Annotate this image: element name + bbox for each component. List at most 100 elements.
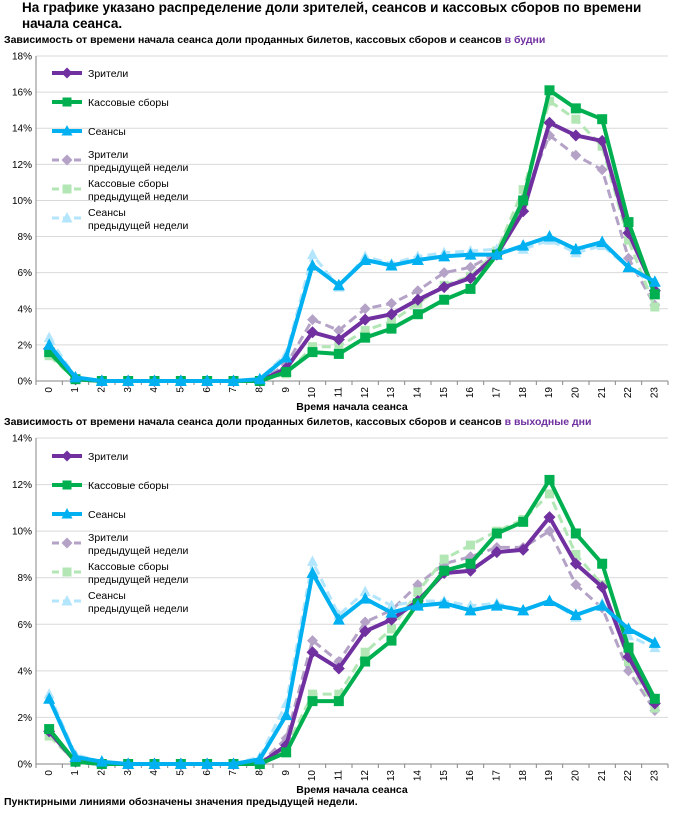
c2-point-box_prev — [466, 540, 475, 550]
c1-point-box — [649, 289, 660, 300]
c1-point-box — [44, 347, 55, 358]
c1-point-viewers — [306, 326, 319, 339]
c2-point-viewers — [359, 625, 372, 638]
c2-point-box — [307, 696, 318, 707]
c2-point-sessions — [332, 613, 345, 625]
c1-xtick-label: 7 — [228, 387, 239, 393]
c1-xtick-label: 18 — [518, 387, 529, 399]
c2-series-sessions — [43, 566, 661, 769]
c1-point-viewers — [332, 333, 345, 346]
c1-point-sessions — [385, 258, 398, 271]
c2-xtick-label: 9 — [281, 770, 292, 776]
c2-point-sessions — [596, 599, 609, 611]
c2-point-box — [439, 565, 450, 576]
c2-xtick-label: 22 — [623, 770, 634, 782]
c2-point-box — [623, 642, 634, 653]
c2-ytick-label: 2% — [18, 713, 33, 724]
c2-point-sessions — [490, 599, 503, 611]
c1-legend-marker — [61, 154, 73, 166]
c2-xtick-label: 13 — [386, 770, 397, 782]
c2-point-viewers — [332, 662, 345, 675]
c1-point-box — [360, 332, 371, 343]
c2-point-box — [544, 474, 555, 485]
c1-xtick-label: 1 — [70, 387, 81, 393]
c1-line-sessions_prev — [47, 238, 656, 383]
c2-point-sessions_prev — [386, 599, 397, 611]
c1-xtick-label: 10 — [307, 387, 318, 399]
c1-point-viewers_prev — [465, 261, 476, 273]
c2-xtick-label: 21 — [597, 770, 608, 782]
c1-point-box — [333, 348, 344, 359]
c1-ytick-label: 14% — [12, 124, 32, 135]
c2-xlabel: Время начала сеанса — [296, 784, 408, 796]
c1-point-box — [597, 114, 608, 125]
c2-point-sessions — [438, 596, 451, 609]
c1-xtick-label: 13 — [386, 387, 397, 399]
c1-point-viewers_prev — [359, 303, 371, 315]
c1-point-viewers_prev — [412, 285, 424, 297]
c2-point-viewers_prev — [544, 525, 555, 537]
c1-ytick-label: 18% — [12, 52, 32, 63]
c1-ytick-label: 10% — [12, 196, 32, 207]
c1-legend-marker — [62, 97, 72, 107]
c1-xtick-label: 2 — [96, 387, 107, 393]
c2-xtick-label: 23 — [649, 770, 660, 782]
c2-point-viewers — [569, 557, 582, 570]
c1-point-viewers_prev — [307, 314, 318, 326]
c2-ytick-label: 10% — [12, 527, 32, 538]
c2-point-box_prev — [308, 689, 317, 699]
c1-point-box_prev — [650, 302, 660, 312]
c1-point-sessions — [517, 239, 530, 251]
c2-legend-marker — [61, 595, 73, 606]
chart2-title: Зависимость от времени начала сеанса дол… — [4, 416, 591, 428]
c1-xtick-label: 22 — [623, 387, 634, 399]
c1-series-box_prev — [44, 96, 660, 386]
c2-point-sessions — [174, 757, 187, 769]
c2-xtick-label: 10 — [307, 770, 318, 782]
c1-point-box — [544, 85, 555, 96]
c1-point-box — [386, 323, 397, 334]
c2-point-viewers — [490, 546, 503, 559]
c1-point-viewers_prev — [333, 324, 345, 336]
c2-legend-label: Кассовые сборы предыдущей недели — [88, 561, 188, 586]
c1-xtick-label: 6 — [202, 387, 213, 393]
c1-ytick-label: 16% — [12, 88, 32, 99]
c1-point-box — [518, 195, 529, 206]
c2-xtick-label: 17 — [491, 770, 502, 782]
c2-point-box_prev — [571, 549, 581, 559]
c2-xtick-label: 5 — [175, 770, 186, 776]
c1-point-sessions — [227, 374, 240, 386]
c1-point-sessions — [438, 249, 451, 262]
c1-xtick-label: 9 — [281, 387, 292, 393]
c2-xtick-label: 12 — [360, 770, 371, 782]
c1-point-box — [623, 217, 634, 228]
c2-xtick-label: 8 — [254, 770, 265, 776]
c2-ytick-label: 8% — [18, 573, 33, 584]
c2-point-sessions — [543, 594, 556, 606]
c1-legend-label: Зрители предыдущей недели — [88, 149, 188, 174]
c2-point-box — [360, 656, 371, 667]
c2-point-box — [44, 724, 55, 735]
c1-ytick-label: 12% — [12, 160, 32, 171]
c1-xtick-label: 15 — [439, 387, 450, 399]
c1-point-sessions — [280, 351, 293, 363]
c2-legend-marker — [61, 450, 73, 462]
c2-point-sessions — [622, 622, 635, 634]
c2-xtick-label: 15 — [439, 770, 450, 782]
c1-point-sessions — [596, 235, 609, 247]
c1-legend-marker — [61, 212, 73, 223]
c1-point-box — [570, 103, 581, 114]
c2-point-box — [649, 693, 660, 704]
c2-line-sessions_prev — [47, 559, 656, 766]
c2-point-sessions — [569, 608, 582, 620]
c1-point-box — [307, 347, 318, 358]
c1-point-sessions — [569, 242, 582, 255]
c1-point-box_prev — [518, 185, 528, 195]
c1-point-box_prev — [571, 114, 581, 124]
c1-point-sessions — [622, 260, 635, 273]
c2-ytick-label: 0% — [18, 760, 33, 771]
c2-ytick-label: 4% — [18, 666, 33, 677]
c2-point-sessions — [385, 606, 398, 618]
c1-point-viewers — [438, 281, 451, 294]
c1-point-viewers_prev — [623, 252, 634, 264]
